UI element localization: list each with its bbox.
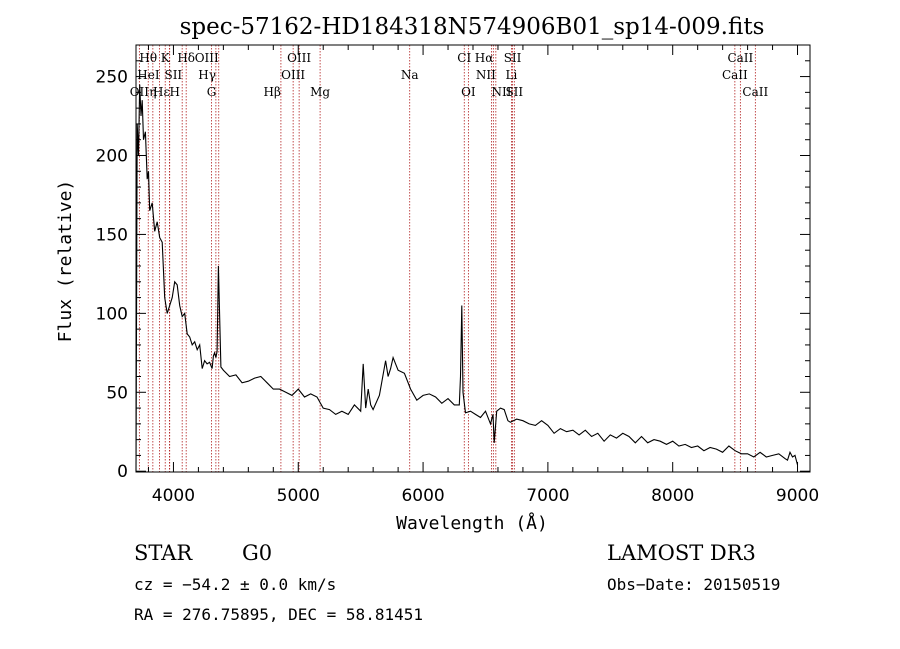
x-tick-label: 4000 [152, 486, 195, 506]
marker-label: Hθ [139, 51, 157, 65]
marker-label: SII [164, 68, 182, 82]
marker-label: NII [476, 68, 496, 82]
marker-label: SII [505, 85, 523, 99]
x-tick-label: 6000 [401, 486, 444, 506]
y-tick-label: 200 [96, 146, 128, 166]
marker-label: CI [457, 51, 471, 65]
object-subclass: G0 [242, 541, 272, 565]
marker-label: G [207, 85, 217, 99]
plot-frame [135, 44, 811, 473]
x-axis-label: Wavelength (Å) [396, 512, 548, 534]
marker-label: CaII [727, 51, 753, 65]
marker-label: Hβ [264, 85, 281, 99]
spectrum-line [135, 84, 799, 472]
y-tick-label: 250 [96, 68, 128, 88]
coordinates-readout: RA = 276.75895, DEC = 58.81451 [134, 605, 423, 624]
marker-label: Hδ [177, 51, 195, 65]
chart-title: spec-57162-HD184318N574906B01_sp14-009.f… [180, 14, 765, 40]
marker-label: η [149, 85, 156, 99]
marker-label: Hε [153, 85, 170, 99]
y-tick-label: 100 [96, 304, 128, 324]
marker-label: SII [504, 51, 522, 65]
marker-label: Li [506, 68, 518, 82]
marker-label: Hα [475, 51, 494, 65]
x-tick-label: 7000 [526, 486, 569, 506]
obs-date: Obs−Date: 20150519 [607, 575, 780, 594]
x-axis: 4000 5000 6000 7000 8000 9000 [147, 45, 819, 506]
marker-label: CaII [722, 68, 748, 82]
x-tick-label: 8000 [651, 486, 694, 506]
marker-label: OIII [281, 68, 305, 82]
marker-label: OIII [287, 51, 311, 65]
marker-label: H [169, 85, 179, 99]
y-tick-label: 50 [106, 383, 128, 403]
emission-line-markers [138, 45, 756, 472]
marker-label: OIII [195, 51, 219, 65]
y-tick-label: 150 [96, 225, 128, 245]
marker-label: Mg [310, 85, 330, 99]
x-tick-label: 5000 [277, 486, 320, 506]
marker-label: K [161, 51, 171, 65]
marker-label: Na [401, 68, 419, 82]
marker-label: NII [491, 85, 511, 99]
survey-name: LAMOST DR3 [607, 541, 756, 565]
marker-label: Hγ [198, 68, 216, 82]
y-axis-label: Flux (relative) [55, 180, 76, 343]
marker-label: OI [461, 85, 476, 99]
marker-label: CaII [742, 85, 768, 99]
y-tick-label: 0 [117, 462, 128, 482]
object-class: STAR [134, 541, 193, 565]
marker-label: HeI [137, 68, 160, 82]
x-tick-label: 9000 [776, 486, 819, 506]
y-axis: 0 50 100 150 200 250 [96, 60, 810, 482]
redshift-readout: cz = −54.2 ± 0.0 km/s [134, 575, 336, 594]
